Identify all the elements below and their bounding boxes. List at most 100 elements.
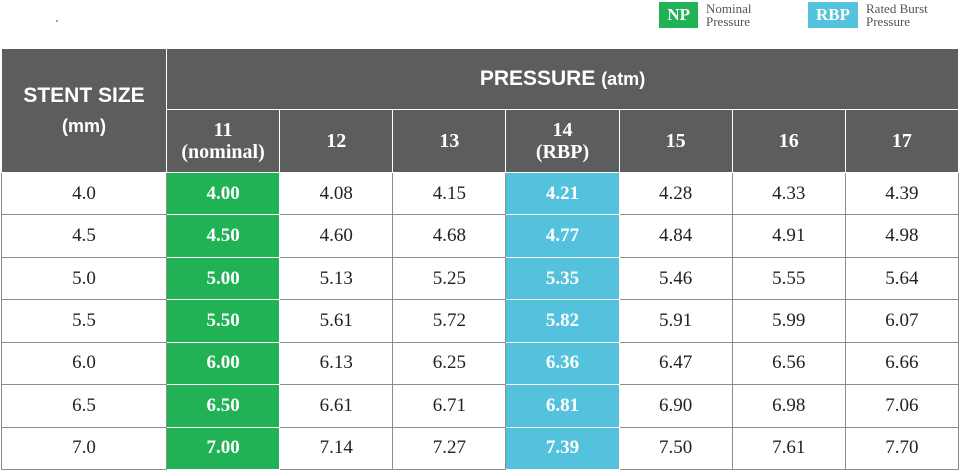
pressure-column-header: 14 (RBP): [505, 109, 620, 173]
stray-dot: [56, 20, 58, 22]
table-row: 4.5 4.50 4.60 4.68 4.77 4.84 4.91 4.98: [1, 214, 960, 258]
np-legend-line-2: Pressure: [706, 14, 751, 29]
diameter-cell: 7.70: [844, 426, 960, 471]
pressure-label: PRESSURE: [479, 67, 596, 90]
nominal-diameter-cell: 4.00: [165, 171, 281, 216]
pressure-column-note: (nominal): [181, 141, 265, 163]
rbp-legend-text: Rated Burst Pressure: [866, 2, 946, 28]
nominal-diameter-cell: 6.50: [165, 384, 281, 428]
table-row: 5.5 5.50 5.61 5.72 5.82 5.91 5.99 6.07: [1, 299, 960, 343]
nominal-diameter-cell: 7.00: [165, 426, 281, 471]
diameter-cell: 5.46: [618, 256, 733, 301]
diameter-cell: 6.90: [618, 384, 733, 428]
legend-rbp: RBP Rated Burst Pressure: [808, 2, 946, 28]
diameter-cell: 5.13: [279, 256, 394, 301]
diameter-cell: 6.07: [844, 299, 960, 343]
stent-size-cell: 6.5: [1, 384, 167, 428]
diameter-cell: 4.33: [731, 171, 846, 216]
diameter-cell: 7.50: [618, 426, 733, 471]
nominal-diameter-cell: 5.00: [165, 256, 281, 301]
stent-size-unit: (mm): [62, 115, 106, 136]
diameter-cell: 4.08: [279, 171, 394, 216]
stent-size-cell: 6.0: [1, 341, 167, 386]
stent-size-cell: 4.5: [1, 214, 167, 258]
rbp-diameter-cell: 6.81: [505, 384, 620, 428]
diameter-cell: 6.98: [731, 384, 846, 428]
pressure-column-header: 11 (nominal): [165, 109, 281, 173]
pressure-unit: (atm): [601, 69, 646, 89]
pressure-column-value: 17: [891, 130, 912, 152]
diameter-cell: 5.99: [731, 299, 846, 343]
nominal-diameter-cell: 5.50: [165, 299, 281, 343]
diameter-cell: 5.91: [618, 299, 733, 343]
pressure-header: PRESSURE (atm): [166, 48, 959, 110]
stent-size-label: STENT SIZE: [23, 83, 145, 107]
header-row-top: STENT SIZE (mm) PRESSURE (atm): [1, 48, 959, 173]
pressure-column-value: 15: [665, 130, 686, 152]
pressure-column-header: 15: [618, 109, 733, 173]
np-legend-line-1: Nominal: [706, 1, 752, 16]
table-body: 4.0 4.00 4.08 4.15 4.21 4.28 4.33 4.39 4.5 4.50 4.…: [1, 171, 960, 471]
pressure-table: STENT SIZE (mm) PRESSURE (atm) 11 (nomina…: [1, 48, 960, 471]
legend-np: NP Nominal Pressure: [659, 2, 786, 28]
pressure-column-value: 13: [439, 130, 460, 152]
rbp-diameter-cell: 5.82: [505, 299, 620, 343]
diameter-cell: 7.06: [844, 384, 960, 428]
diameter-cell: 4.28: [618, 171, 733, 216]
diameter-cell: 5.64: [844, 256, 960, 301]
stent-size-header: STENT SIZE (mm): [1, 48, 167, 173]
diameter-cell: 7.27: [392, 426, 507, 471]
diameter-cell: 4.60: [279, 214, 394, 258]
diameter-cell: 7.14: [279, 426, 394, 471]
diameter-cell: 4.68: [392, 214, 507, 258]
table-row: 5.0 5.00 5.13 5.25 5.35 5.46 5.55 5.64: [1, 256, 960, 301]
diameter-cell: 4.15: [392, 171, 507, 216]
stent-size-cell: 7.0: [1, 426, 167, 471]
diameter-cell: 6.56: [731, 341, 846, 386]
diameter-cell: 6.47: [618, 341, 733, 386]
diameter-cell: 6.13: [279, 341, 394, 386]
pressure-column-header: 16: [731, 109, 846, 173]
rbp-diameter-cell: 5.35: [505, 256, 620, 301]
pressure-column-header: 12: [279, 109, 394, 173]
pressure-column-value: 16: [778, 130, 799, 152]
pressure-column-value: 12: [326, 130, 347, 152]
diameter-cell: 5.55: [731, 256, 846, 301]
pressure-column-value: 14: [552, 119, 573, 141]
table-row: 6.5 6.50 6.61 6.71 6.81 6.90 6.98 7.06: [1, 384, 960, 428]
nominal-diameter-cell: 6.00: [165, 341, 281, 386]
diameter-cell: 5.25: [392, 256, 507, 301]
diameter-cell: 4.39: [844, 171, 960, 216]
nominal-diameter-cell: 4.50: [165, 214, 281, 258]
rbp-diameter-cell: 6.36: [505, 341, 620, 386]
pressure-column-note: (RBP): [535, 141, 590, 163]
rbp-diameter-cell: 4.77: [505, 214, 620, 258]
stent-size-cell: 4.0: [1, 171, 167, 216]
pressure-column-header: 17: [844, 109, 960, 173]
rbp-legend-line-2: Pressure: [866, 14, 911, 29]
table-row: 7.0 7.00 7.14 7.27 7.39 7.50 7.61 7.70: [1, 426, 960, 471]
rbp-diameter-cell: 7.39: [505, 426, 620, 471]
rbp-legend-line-1: Rated Burst: [866, 1, 928, 16]
diameter-cell: 6.25: [392, 341, 507, 386]
diameter-cell: 6.66: [844, 341, 960, 386]
diameter-cell: 4.84: [618, 214, 733, 258]
np-badge: NP: [659, 2, 698, 28]
diameter-cell: 7.61: [731, 426, 846, 471]
header-row-columns: 11 (nominal) 12 13 14 (RBP) 15 16 17: [2, 109, 960, 173]
diameter-cell: 5.72: [392, 299, 507, 343]
stent-size-cell: 5.0: [1, 256, 167, 301]
diameter-cell: 6.71: [392, 384, 507, 428]
diameter-cell: 4.91: [731, 214, 846, 258]
rbp-badge: RBP: [808, 2, 858, 28]
legend: NP Nominal Pressure RBP Rated Burst Pres…: [637, 2, 946, 28]
stent-size-cell: 5.5: [1, 299, 167, 343]
table-row: 4.0 4.00 4.08 4.15 4.21 4.28 4.33 4.39: [1, 171, 960, 216]
pressure-column-value: 11: [213, 119, 233, 141]
np-legend-text: Nominal Pressure: [706, 2, 786, 28]
pressure-column-header: 13: [392, 109, 507, 173]
table-row: 6.0 6.00 6.13 6.25 6.36 6.47 6.56 6.66: [1, 341, 960, 386]
diameter-cell: 4.98: [844, 214, 960, 258]
diameter-cell: 6.61: [279, 384, 394, 428]
diameter-cell: 5.61: [279, 299, 394, 343]
